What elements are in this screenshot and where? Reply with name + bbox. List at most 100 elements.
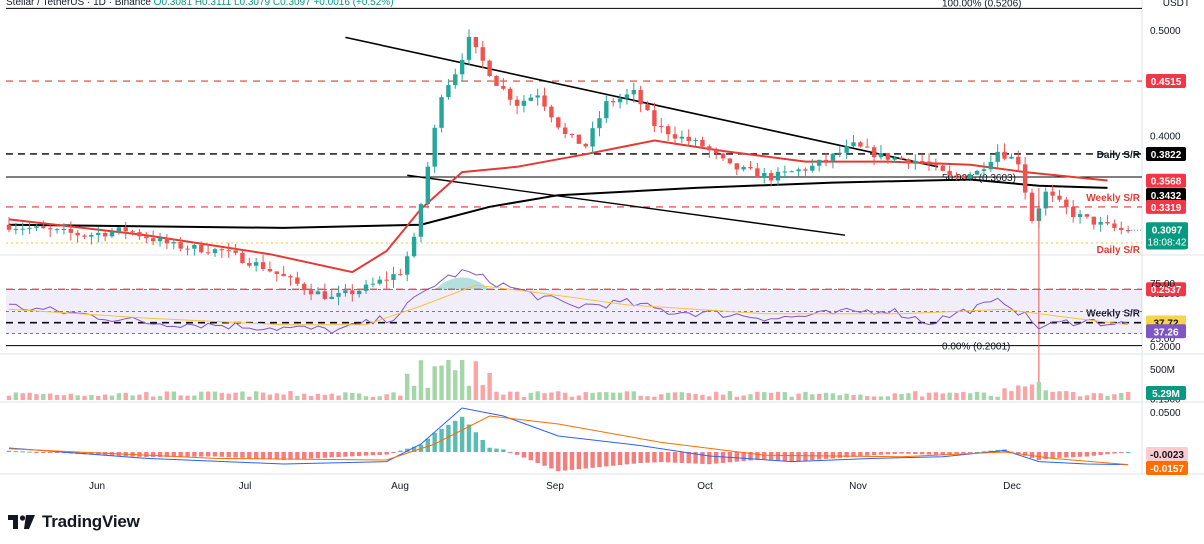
- macd-histogram-bar: [604, 452, 609, 467]
- volume-bar: [665, 392, 671, 400]
- macd-histogram-bar: [583, 452, 588, 469]
- candle-body: [871, 147, 877, 158]
- candle-body: [459, 59, 465, 75]
- candle-body: [1105, 222, 1110, 224]
- macd-histogram-bar: [363, 452, 369, 456]
- ohlc-low: L0.3079: [233, 0, 271, 8]
- volume-bar: [974, 391, 980, 400]
- level-badge-text: 0.2537: [1151, 285, 1182, 296]
- macd-histogram-bar: [686, 452, 691, 464]
- macd-histogram-bar: [844, 452, 849, 458]
- macd-histogram-bar: [308, 452, 314, 459]
- macd-histogram-bar: [940, 452, 945, 456]
- volume-bar: [54, 394, 60, 400]
- candle-body: [34, 226, 39, 228]
- volume-bar: [1098, 393, 1103, 400]
- volume-bar: [659, 394, 664, 400]
- candle-body: [981, 169, 987, 171]
- candle-body: [205, 252, 211, 254]
- volume-bar: [150, 396, 156, 400]
- macd-histogram-bar: [1105, 452, 1110, 455]
- volume-bar: [981, 392, 987, 400]
- macd-histogram-bar: [1009, 451, 1014, 453]
- macd-histogram-bar: [638, 452, 643, 464]
- volume-bar: [13, 392, 19, 400]
- macd-histogram-bar: [6, 450, 12, 452]
- volume-bar: [274, 393, 279, 400]
- candle-body: [693, 139, 698, 141]
- volume-bar: [1105, 396, 1110, 400]
- macd-histogram-bar: [219, 452, 225, 457]
- volume-bar: [219, 392, 225, 400]
- candle-body: [192, 244, 197, 249]
- candle-body: [906, 159, 911, 164]
- macd-histogram-bar: [775, 452, 781, 461]
- macd-histogram-bar: [1084, 452, 1090, 457]
- macd-histogram-bar: [871, 452, 877, 456]
- ohlc-close: C0.3097: [272, 0, 311, 8]
- candle-body: [748, 166, 753, 169]
- macd-histogram-bar: [878, 452, 884, 455]
- rsi-badge: [1146, 324, 1186, 339]
- candle-body: [295, 277, 300, 284]
- volume-bar: [768, 392, 774, 400]
- volume-bar: [82, 395, 87, 400]
- candle-body: [995, 151, 1000, 162]
- volume-bar: [562, 392, 568, 400]
- macd-histogram-bar: [933, 452, 939, 455]
- candle-body: [137, 232, 142, 237]
- macd-histogram-bar: [144, 452, 149, 458]
- ohlc-high: H0.3111: [194, 0, 232, 8]
- candle-body: [425, 166, 431, 205]
- candle-body: [645, 104, 650, 111]
- volume-bar: [432, 366, 437, 400]
- candle-body: [405, 256, 410, 275]
- volume-bar: [1050, 391, 1055, 400]
- macd-histogram-bar: [1043, 452, 1048, 460]
- volume-bar: [734, 396, 739, 400]
- macd-histogram-bar: [466, 424, 472, 452]
- macd-histogram-bar: [501, 449, 506, 452]
- candle-body: [150, 238, 156, 242]
- macd-histogram-bar: [851, 452, 856, 457]
- macd-histogram-bar: [453, 420, 458, 452]
- candle-body: [1050, 191, 1055, 196]
- macd-histogram-bar: [1064, 452, 1069, 458]
- macd-histogram-bar: [617, 452, 623, 466]
- macd-histogram-bar: [253, 452, 259, 459]
- volume-bar: [1009, 391, 1014, 400]
- volume-bar: [933, 392, 939, 400]
- volume-bar: [700, 394, 705, 400]
- volume-bar: [645, 396, 650, 400]
- volume-bar: [652, 396, 657, 400]
- volume-bar: [68, 393, 73, 400]
- volume-bar: [336, 395, 341, 400]
- candle-body: [974, 170, 980, 175]
- candle-body: [446, 85, 451, 98]
- chart-root: 0.50000.40000.30000.25000.20000.1500100.…: [0, 0, 1204, 498]
- rsi-signal-line: [8, 284, 1129, 326]
- macd-histogram-bar: [947, 452, 952, 455]
- volume-bar: [610, 392, 616, 400]
- chart-canvas[interactable]: 0.50000.40000.30000.25000.20000.1500100.…: [0, 0, 1204, 498]
- candle-body: [315, 291, 321, 295]
- candle-body: [803, 169, 808, 171]
- macd-histogram-bar: [535, 452, 540, 464]
- volume-bar: [418, 360, 424, 400]
- macd-histogram-bar: [508, 452, 513, 453]
- volume-bar: [789, 396, 794, 400]
- macd-histogram-bar: [411, 446, 417, 452]
- volume-bar: [480, 385, 485, 400]
- volume-bar: [521, 396, 527, 400]
- macd-histogram-bar: [432, 432, 437, 452]
- macd-histogram-bar: [405, 448, 410, 452]
- macd-histogram-bar: [398, 450, 403, 452]
- candle-body: [686, 136, 691, 141]
- weekly-sr-lower-label: Weekly S/R: [1086, 309, 1141, 320]
- brand[interactable]: TradingView: [8, 512, 140, 532]
- symbol-name[interactable]: Stellar / TetherUS · 1D · Binance: [6, 0, 151, 8]
- candle-body: [1016, 156, 1021, 165]
- macd-histogram-bar: [329, 452, 334, 458]
- volume-bar: [370, 396, 376, 400]
- macd-histogram-group: [6, 416, 1131, 472]
